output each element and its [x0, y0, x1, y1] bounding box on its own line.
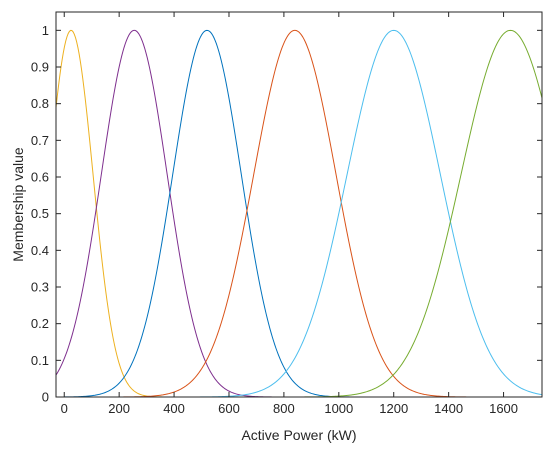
series-layer: [55, 29, 543, 398]
series-line-3: [55, 29, 542, 398]
series-line-2: [55, 29, 542, 398]
x-tick-label: 600: [218, 401, 240, 416]
x-tick-label: 1600: [489, 401, 518, 416]
x-tick-label: 1400: [434, 401, 463, 416]
series-line-6: [56, 29, 543, 398]
y-tick-label: 0.9: [31, 60, 49, 75]
y-tick-label: 0: [42, 390, 49, 405]
series-line-4: [56, 29, 542, 398]
x-tick-label: 1000: [324, 401, 353, 416]
y-tick-label: 0.3: [31, 280, 49, 295]
y-tick-label: 0.6: [31, 170, 49, 185]
y-tick-label: 0.4: [31, 243, 49, 258]
x-tick-label: 800: [273, 401, 295, 416]
x-tick-label: 200: [108, 401, 130, 416]
y-tick-label: 0.2: [31, 316, 49, 331]
y-tick-label: 1: [42, 23, 49, 38]
y-tick-label: 0.7: [31, 133, 49, 148]
series-line-1: [55, 29, 542, 398]
y-tick-label: 0.8: [31, 96, 49, 111]
series-line-5: [56, 29, 543, 398]
x-tick-label: 0: [61, 401, 68, 416]
y-axis: 0 0.1 0.2 0.3 0.4 0.5 0.6 0.7 0.8 0.9 1: [31, 23, 542, 405]
y-axis-label: Membership value: [10, 147, 26, 262]
x-axis: 0 200 400 600 800 1000 1200 1400 1600: [61, 12, 518, 416]
y-tick-label: 0.1: [31, 353, 49, 368]
y-tick-label: 0.5: [31, 206, 49, 221]
x-tick-label: 1200: [379, 401, 408, 416]
x-axis-label: Active Power (kW): [241, 427, 356, 443]
x-tick-label: 400: [163, 401, 185, 416]
plot-area-frame: [55, 11, 543, 398]
